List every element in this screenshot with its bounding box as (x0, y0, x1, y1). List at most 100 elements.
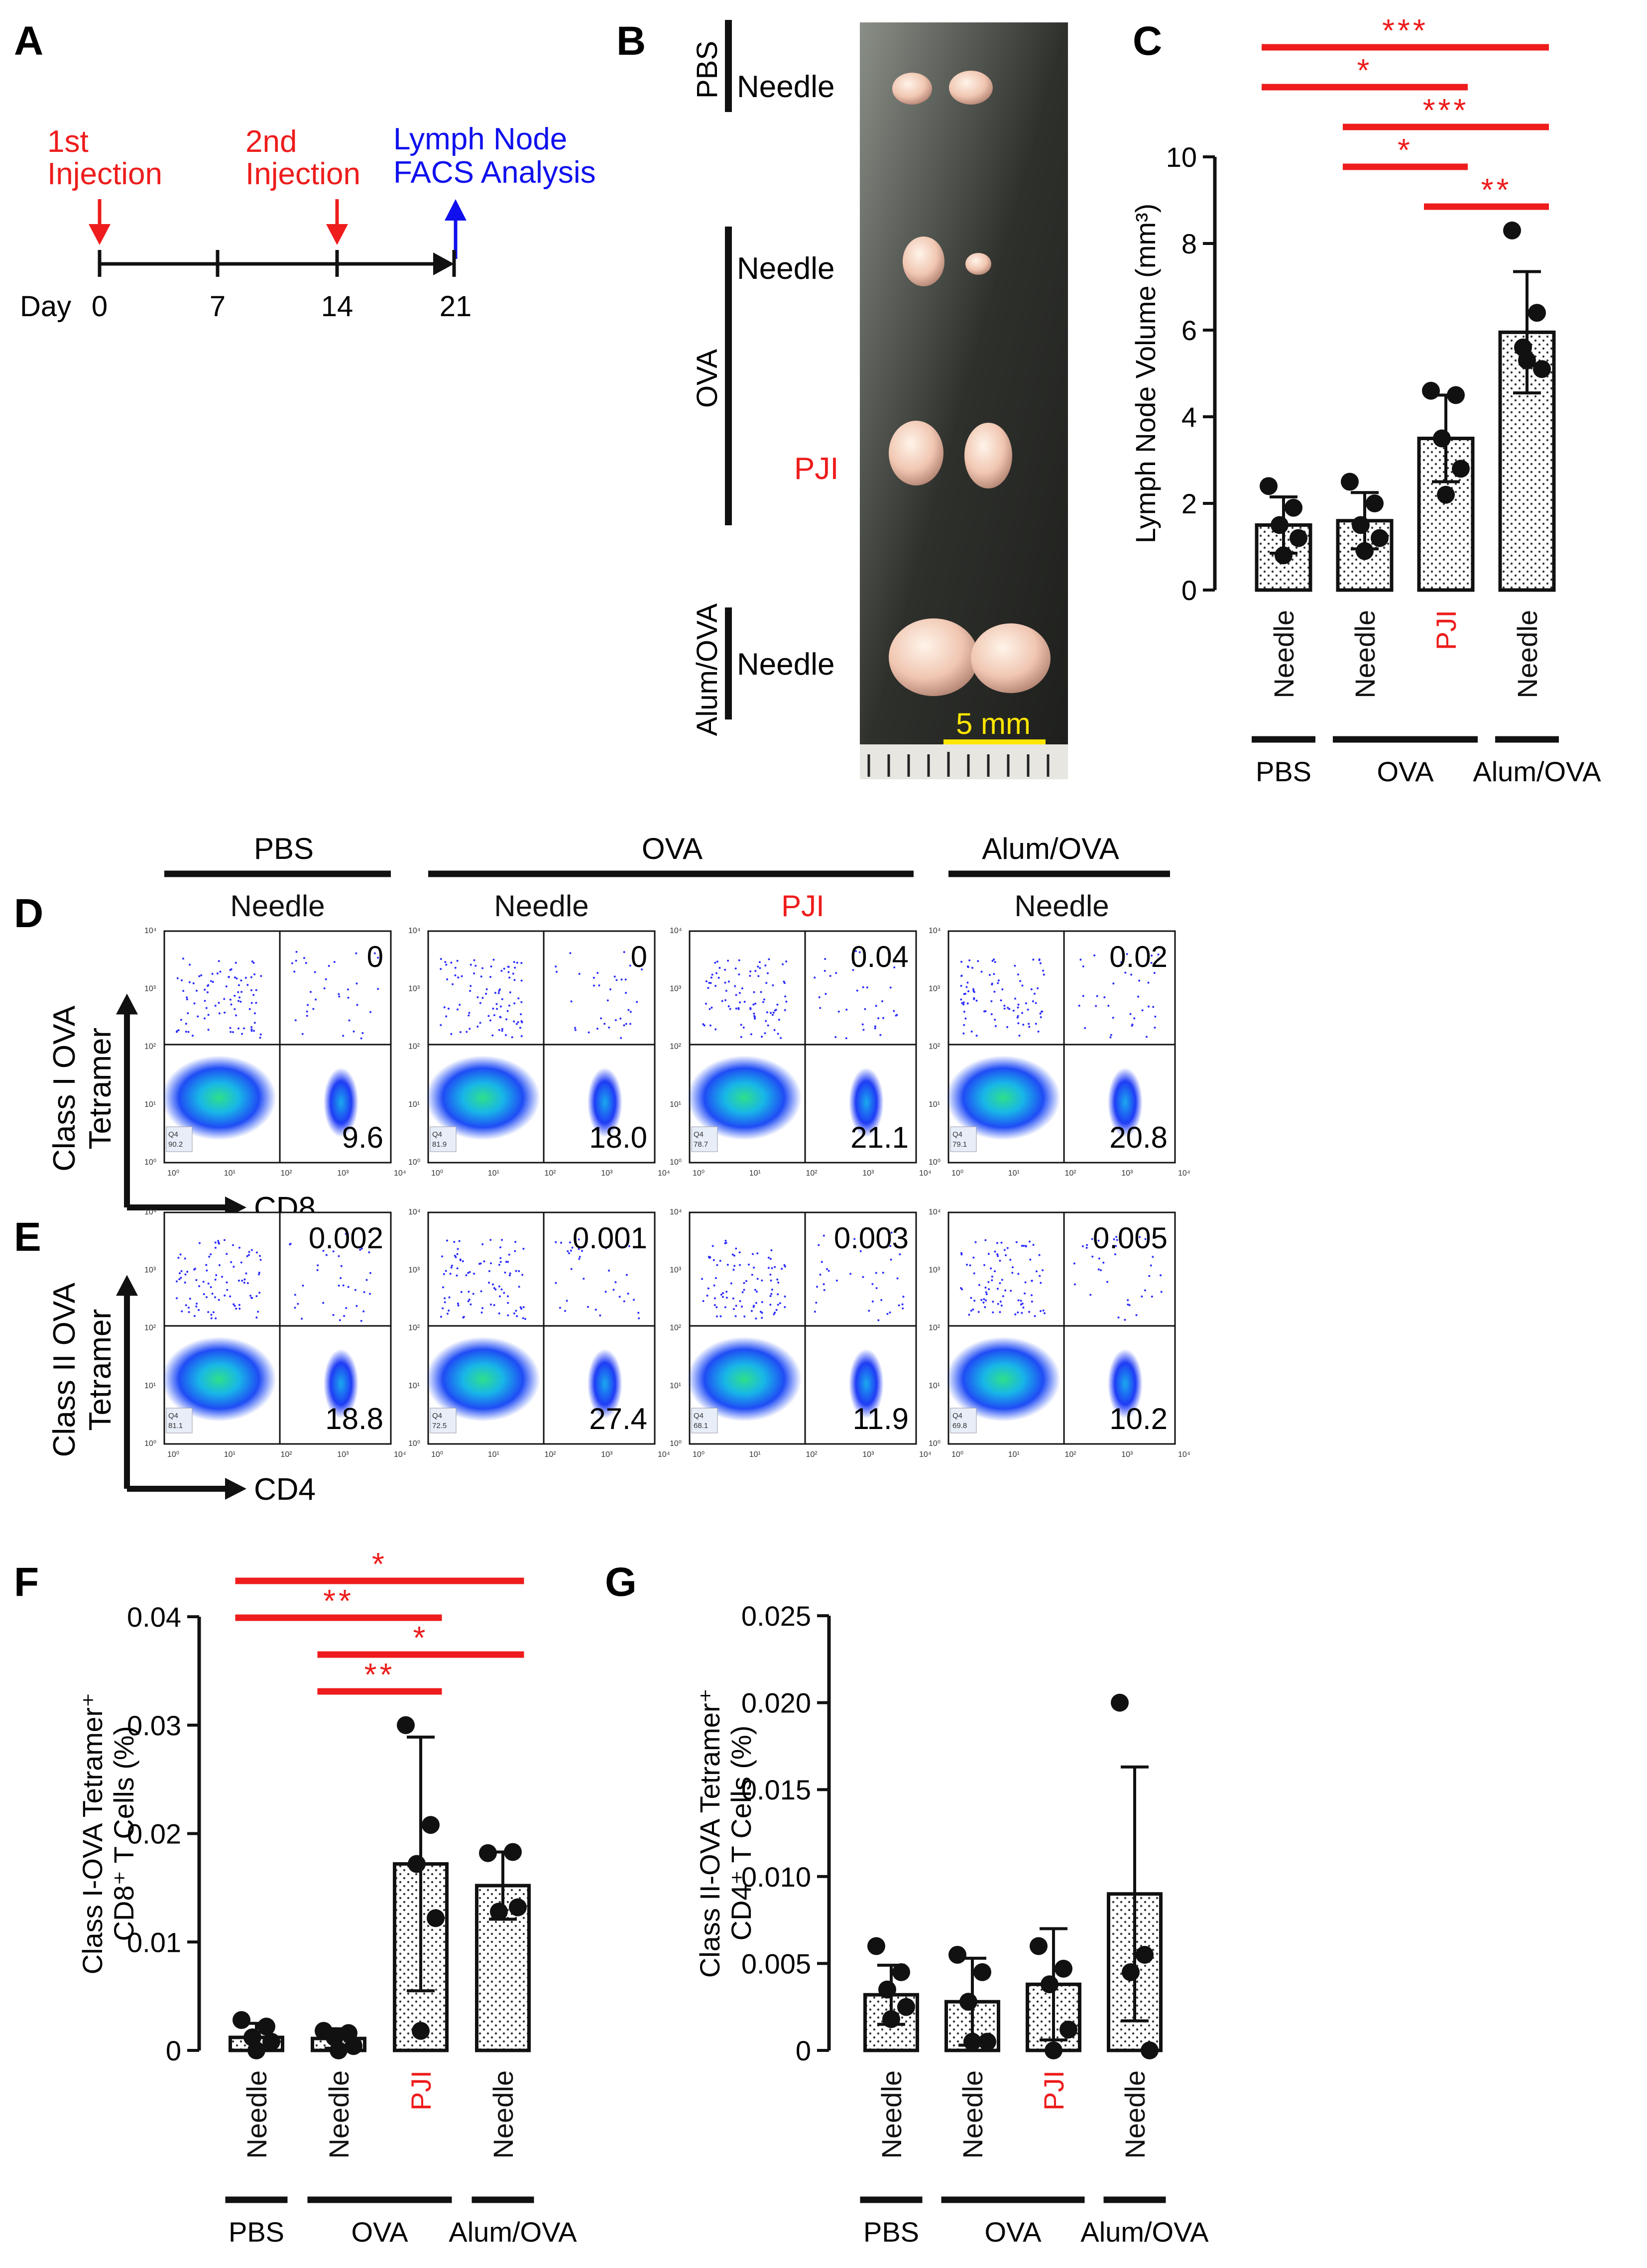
event-dot (1017, 973, 1019, 976)
data-point (959, 1993, 977, 2011)
event-dot (1116, 1239, 1118, 1241)
event-dot (1148, 1275, 1151, 1277)
event-dot (470, 985, 472, 987)
x-axis-tick-label: 10⁰ (951, 1169, 963, 1178)
upper-right-percent: 0.04 (850, 940, 909, 973)
event-dot (706, 1295, 708, 1297)
event-dot (295, 959, 297, 962)
event-dot (703, 1024, 706, 1027)
event-dot (742, 1026, 745, 1029)
event-dot (457, 1302, 459, 1305)
event-dot (1099, 1269, 1102, 1272)
event-dot (473, 959, 475, 961)
event-dot (207, 1014, 210, 1016)
event-dot (243, 1282, 245, 1284)
event-dot (1137, 995, 1140, 998)
x-axis-tick-label: 10³ (337, 1169, 349, 1178)
event-dot (730, 1282, 732, 1285)
event-dot (1144, 1289, 1146, 1292)
event-dot (234, 1008, 236, 1010)
q4-label: Q4 (952, 1130, 962, 1139)
event-dot (760, 991, 762, 993)
event-dot (1131, 1023, 1134, 1026)
event-dot (711, 1245, 714, 1247)
event-dot (757, 975, 760, 977)
event-dot (355, 952, 357, 955)
event-dot (368, 1251, 370, 1254)
event-dot (570, 1000, 573, 1003)
event-dot (902, 1307, 904, 1310)
event-dot (1023, 1245, 1025, 1247)
event-dot (753, 1266, 755, 1269)
event-dot (506, 1295, 509, 1298)
data-point (1271, 516, 1289, 534)
event-dot (442, 1286, 444, 1289)
event-dot (815, 1302, 818, 1304)
event-dot (1107, 1005, 1110, 1007)
event-dot (972, 1308, 974, 1311)
event-dot (450, 1266, 453, 1269)
event-dot (875, 1287, 878, 1290)
event-dot (247, 1254, 250, 1256)
event-dot (314, 971, 316, 973)
event-dot (1009, 1259, 1012, 1261)
event-dot (243, 1278, 246, 1281)
group-label: PBS (863, 2216, 919, 2248)
event-dot (1024, 1292, 1026, 1295)
event-dot (983, 1264, 986, 1266)
event-dot (302, 1285, 304, 1287)
event-dot (295, 951, 298, 953)
event-dot (230, 1031, 232, 1033)
event-dot (1147, 981, 1150, 984)
x-axis-tick-label: 10¹ (224, 1450, 235, 1459)
event-dot (1020, 1300, 1022, 1302)
event-dot (194, 1268, 196, 1270)
event-dot (1029, 1258, 1032, 1261)
event-dot (967, 990, 970, 992)
event-dot (454, 1254, 456, 1257)
event-dot (455, 1256, 457, 1259)
event-dot (579, 1256, 581, 1258)
event-dot (1095, 1005, 1097, 1007)
event-dot (297, 1303, 299, 1305)
event-dot (207, 985, 209, 987)
event-dot (871, 1283, 874, 1285)
event-dot (289, 1243, 291, 1246)
event-dot (1129, 1013, 1132, 1015)
event-dot (481, 997, 484, 999)
x-axis-tick-label: 10¹ (1008, 1450, 1020, 1459)
event-dot (614, 1281, 617, 1284)
event-dot (725, 989, 727, 992)
event-dot (1103, 996, 1106, 999)
event-dot (496, 1008, 498, 1010)
event-dot (508, 1274, 511, 1277)
event-dot (258, 1271, 260, 1274)
significance-stars: * (413, 1620, 429, 1656)
lower-right-percent: 21.1 (850, 1121, 909, 1154)
event-dot (322, 1302, 325, 1304)
event-dot (555, 965, 557, 968)
cell-population (1107, 1349, 1143, 1419)
data-point (1366, 494, 1384, 512)
event-dot (1008, 1008, 1011, 1010)
event-dot (184, 1257, 186, 1260)
event-dot (738, 959, 740, 961)
event-dot (492, 1283, 494, 1286)
category-label: PJI (1038, 2070, 1069, 2111)
data-point (1260, 477, 1278, 495)
significance-stars: ** (364, 1657, 395, 1692)
event-dot (252, 994, 255, 996)
event-dot (994, 1025, 997, 1027)
event-dot (623, 951, 625, 954)
event-dot (251, 1297, 253, 1299)
photo-method-ova-pji: PJI (794, 452, 839, 486)
event-dot (785, 1000, 788, 1003)
event-dot (988, 1288, 990, 1291)
category-label: Needle (487, 2070, 519, 2158)
event-dot (294, 1307, 296, 1309)
event-dot (716, 960, 718, 963)
event-dot (204, 988, 206, 991)
event-dot (750, 1310, 753, 1312)
event-dot (224, 1011, 226, 1014)
cell-population (426, 1055, 540, 1140)
